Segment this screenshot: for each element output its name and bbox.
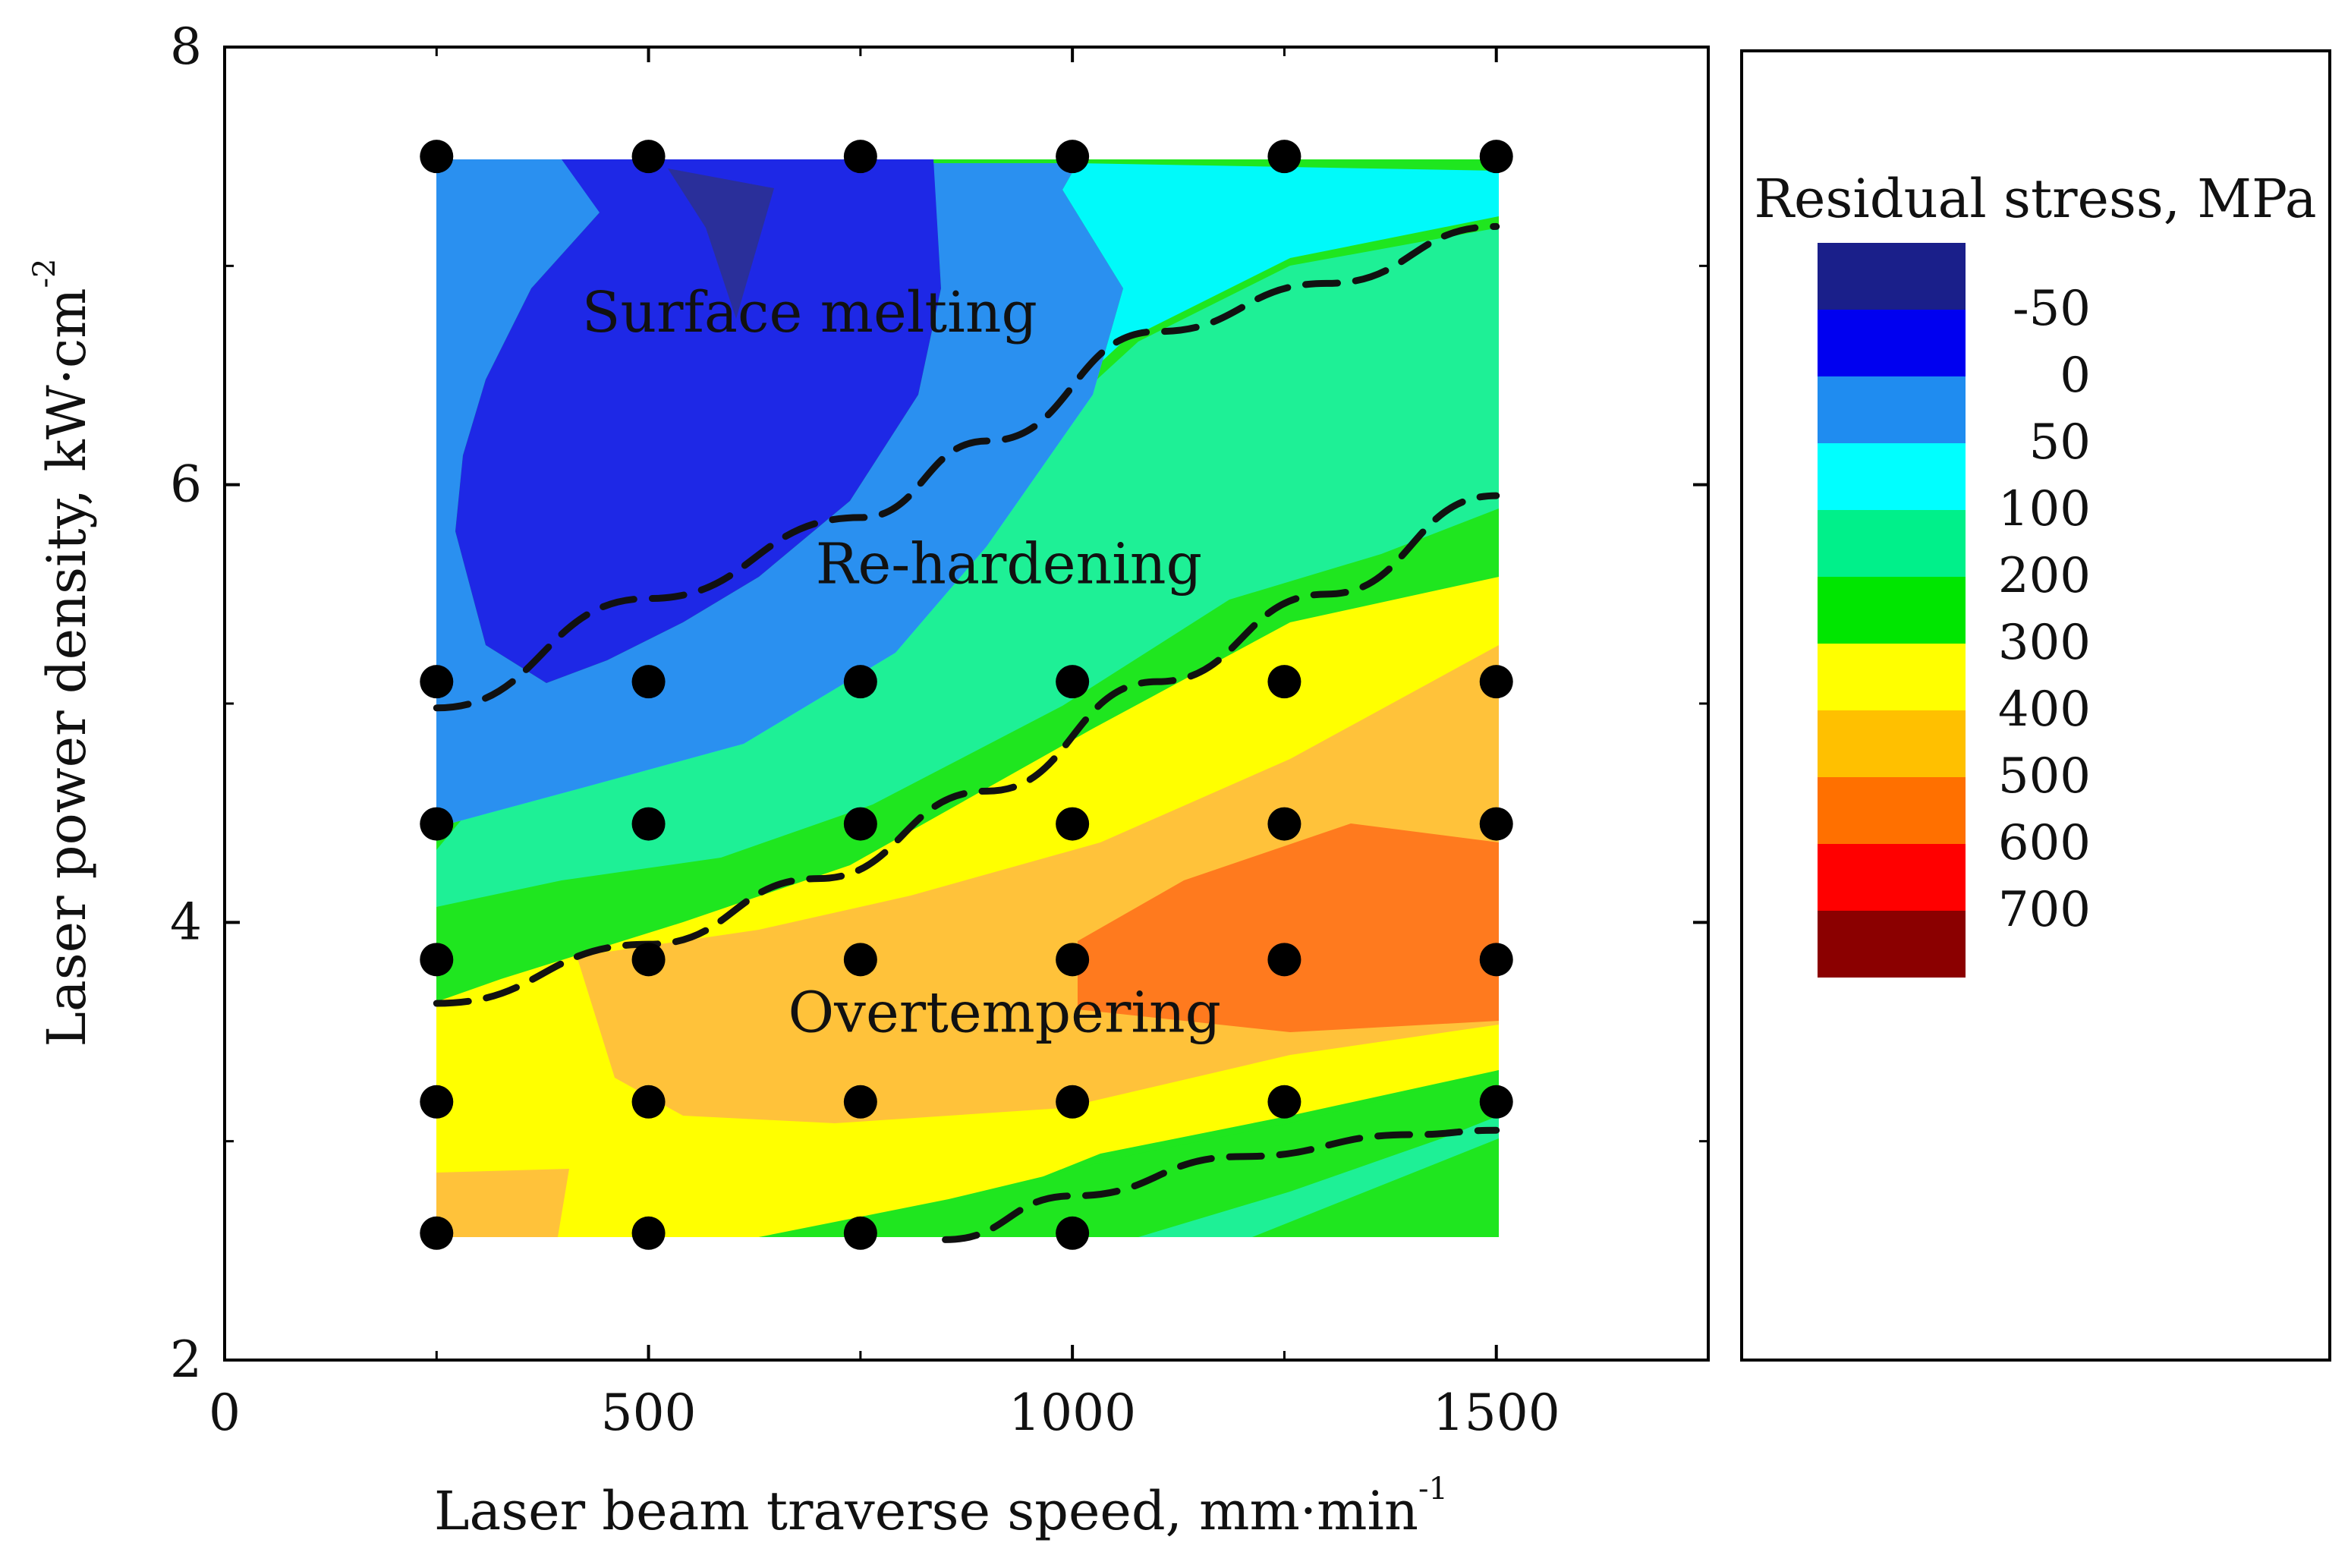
legend-label: 0 — [2060, 348, 2091, 404]
measured-point — [1056, 807, 1090, 841]
measured-point — [631, 1216, 666, 1250]
legend-label: -50 — [2013, 281, 2091, 337]
measured-point — [843, 807, 877, 841]
measured-point — [1056, 943, 1090, 977]
band-50 — [436, 159, 1123, 827]
legend-swatch — [1818, 644, 1966, 710]
measured-point — [631, 665, 666, 699]
legend-swatch — [1818, 844, 1966, 911]
measured-point — [631, 807, 666, 841]
legend-label: 50 — [2029, 414, 2091, 471]
measured-point — [1479, 1085, 1513, 1119]
legend-swatch — [1818, 443, 1966, 510]
y-tick-label: 8 — [170, 17, 202, 76]
legend-swatch — [1818, 777, 1966, 844]
boundary-line-1 — [433, 222, 1500, 712]
measured-point — [420, 807, 454, 841]
legend-swatch — [1818, 510, 1966, 577]
y-tick-label: 2 — [170, 1330, 202, 1389]
measured-point — [631, 943, 666, 977]
legend-label: 200 — [1998, 548, 2091, 604]
x-axis-title-sup: -1 — [1418, 1472, 1448, 1507]
x-axis-title: Laser beam traverse speed, mm·min-1 — [434, 1472, 1448, 1542]
band-500-corner — [436, 1169, 569, 1237]
measured-point — [1479, 943, 1513, 977]
band-0 — [455, 159, 941, 683]
band-m50 — [668, 168, 774, 319]
measured-point — [1056, 1085, 1090, 1119]
legend-colorbar: -50 0 50 100 200 300 400 500 600 700 — [1818, 243, 2091, 978]
measured-point — [1267, 807, 1301, 841]
measured-point — [843, 1216, 877, 1250]
measured-point — [420, 665, 454, 699]
legend-label: 500 — [1998, 748, 2091, 804]
legend-swatch — [1818, 310, 1966, 376]
legend-label: 100 — [1998, 481, 2091, 537]
measured-point — [1479, 140, 1513, 174]
legend-label: 600 — [1998, 815, 2091, 871]
legend-title: Residual stress, MPa — [1754, 168, 2316, 230]
y-axis-title-sup: -2 — [27, 259, 62, 288]
measured-point — [1267, 140, 1301, 174]
region-label: Overtempering — [788, 981, 1221, 1046]
x-tick-label: 500 — [601, 1384, 697, 1442]
band-300-lower — [759, 1070, 1499, 1237]
measured-point — [843, 665, 877, 699]
legend-swatch — [1818, 710, 1966, 777]
measured-point — [420, 1216, 454, 1250]
x-tick-label: 0 — [209, 1384, 241, 1442]
legend-swatch — [1818, 376, 1966, 443]
measured-point — [1267, 943, 1301, 977]
x-tick-label: 1500 — [1433, 1384, 1560, 1442]
measured-point — [1056, 1216, 1090, 1250]
measured-point — [420, 943, 454, 977]
measured-point — [843, 943, 877, 977]
legend-swatch — [1818, 577, 1966, 644]
legend-swatch — [1818, 243, 1966, 310]
legend-label: 700 — [1998, 882, 2091, 938]
measured-point — [1056, 140, 1090, 174]
y-tick-label: 6 — [170, 455, 202, 514]
measured-point — [1267, 665, 1301, 699]
y-axis-title-text: Laser power density, kW·cm — [36, 288, 98, 1047]
legend-label: 400 — [1998, 682, 2091, 738]
region-label: Re-hardening — [816, 531, 1202, 597]
measured-point — [631, 1085, 666, 1119]
measured-point — [1479, 807, 1513, 841]
measured-point — [1056, 665, 1090, 699]
band-600 — [1078, 823, 1499, 1032]
measured-point — [631, 140, 666, 174]
measured-point — [420, 1085, 454, 1119]
x-axis-title-text: Laser beam traverse speed, mm·min — [434, 1480, 1418, 1542]
measured-point — [843, 1085, 877, 1119]
measured-points — [420, 140, 1513, 1250]
legend-label: 300 — [1998, 615, 2091, 671]
contour-field — [436, 159, 1499, 1237]
measured-point — [420, 140, 454, 174]
y-axis-title: Laser power density, kW·cm-2 — [27, 259, 98, 1047]
x-axis: 0 500 1000 1500 — [209, 47, 1560, 1442]
y-tick-label: 4 — [170, 893, 202, 951]
x-tick-label: 1000 — [1009, 1384, 1136, 1442]
measured-point — [1267, 1085, 1301, 1119]
measured-point — [843, 140, 877, 174]
measured-point — [1479, 665, 1513, 699]
y-axis: 2 4 6 8 — [170, 17, 1708, 1389]
region-labels: Surface melting Re-hardening Overtempering — [582, 280, 1221, 1046]
region-label: Surface melting — [582, 280, 1037, 345]
legend-swatch — [1818, 911, 1966, 978]
